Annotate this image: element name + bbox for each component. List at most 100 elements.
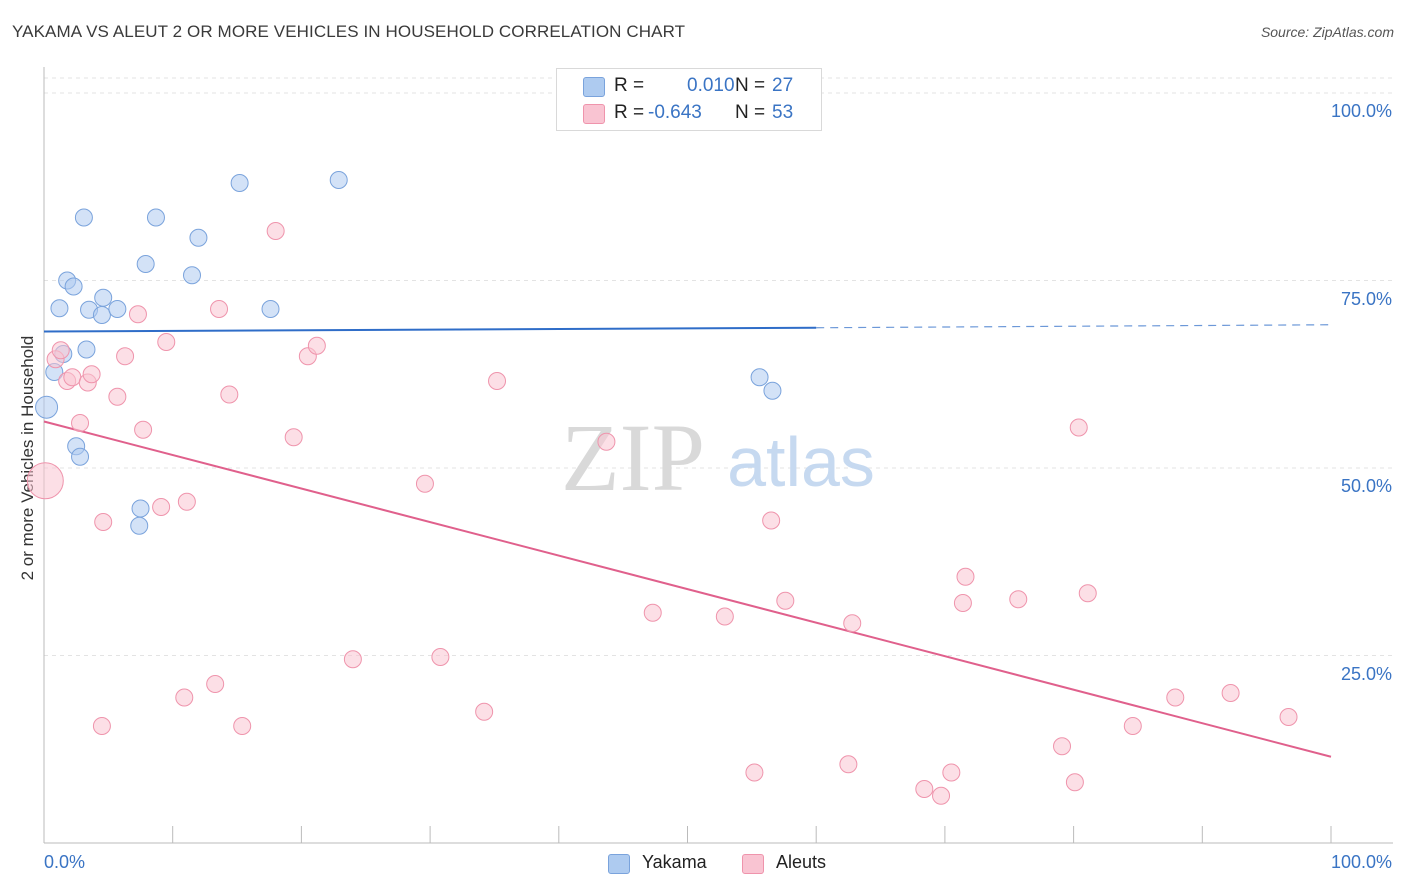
data-point-aleuts	[220, 385, 239, 404]
data-point-aleuts	[116, 347, 135, 366]
data-point-aleuts	[1279, 708, 1298, 726]
data-point-aleuts	[128, 305, 147, 324]
legend-swatch-aleuts	[583, 104, 605, 124]
trend-line-yakama	[43, 326, 817, 333]
correlation-legend: R = 0.010 N = 27 R = -0.643 N = 53	[556, 68, 822, 131]
legend-n-label: N =	[735, 102, 766, 123]
data-point-aleuts	[843, 614, 862, 633]
y-tick-label: 50.0%	[1340, 476, 1392, 496]
data-point-yakama	[763, 381, 782, 400]
data-point-yakama	[329, 171, 348, 189]
data-point-yakama	[108, 300, 127, 318]
data-point-aleuts	[776, 591, 795, 610]
data-point-aleuts	[762, 511, 781, 530]
data-point-aleuts	[1069, 418, 1088, 437]
data-point-aleuts	[1166, 688, 1185, 707]
trend-line-extension-yakama	[816, 324, 1332, 329]
data-point-aleuts	[1221, 684, 1240, 702]
chart-title: YAKAMA VS ALEUT 2 OR MORE VEHICLES IN HO…	[12, 22, 686, 41]
data-point-aleuts	[475, 702, 494, 721]
data-point-aleuts	[82, 365, 101, 384]
x-tick-label-min: 0.0%	[44, 852, 86, 872]
bottom-legend-label: Aleuts	[776, 852, 827, 872]
data-point-aleuts	[157, 333, 176, 351]
data-point-yakama	[230, 174, 249, 192]
data-point-yakama	[35, 395, 59, 419]
data-point-aleuts	[26, 462, 64, 500]
legend-r-label: R =	[614, 102, 645, 123]
data-point-yakama	[136, 255, 155, 273]
data-point-aleuts	[175, 688, 194, 707]
data-point-aleuts	[266, 222, 285, 240]
data-point-aleuts	[597, 432, 616, 451]
data-point-aleuts	[1123, 717, 1142, 735]
data-point-aleuts	[51, 341, 70, 360]
y-tick-label: 100.0%	[1330, 101, 1392, 121]
bottom-legend-label: Yakama	[642, 852, 707, 872]
legend-r-value: 0.010	[687, 75, 735, 96]
axes	[43, 67, 1393, 844]
y-tick-label: 25.0%	[1340, 663, 1392, 684]
watermark-zip: ZIP	[561, 404, 705, 511]
legend-r-label: R =	[614, 75, 645, 96]
data-point-yakama	[750, 368, 769, 387]
data-point-aleuts	[839, 755, 858, 774]
x-tick-label-max: 100.0%	[1330, 852, 1392, 872]
data-point-yakama	[64, 277, 83, 296]
data-point-aleuts	[210, 300, 229, 318]
data-point-yakama	[71, 447, 90, 466]
data-point-aleuts	[1053, 737, 1072, 756]
data-point-yakama	[189, 228, 208, 247]
watermark-atlas: atlas	[727, 423, 875, 501]
data-point-aleuts	[233, 717, 252, 735]
data-point-yakama	[131, 499, 150, 518]
data-point-aleuts	[284, 428, 303, 447]
data-point-yakama	[94, 288, 113, 307]
data-point-aleuts	[206, 675, 225, 693]
data-point-aleuts	[1078, 584, 1097, 603]
legend-n-value: 53	[772, 102, 794, 123]
data-point-yakama	[50, 299, 69, 318]
data-point-aleuts	[953, 594, 972, 612]
data-point-aleuts	[745, 763, 764, 782]
legend-n-label: N =	[735, 75, 766, 96]
data-point-aleuts	[177, 492, 196, 511]
gridlines	[44, 77, 1393, 656]
legend-r-value: -0.643	[648, 102, 702, 123]
data-point-aleuts	[715, 607, 734, 626]
data-point-yakama	[146, 208, 165, 227]
bottom-legend-swatch-aleuts	[742, 854, 764, 874]
data-point-aleuts	[108, 387, 127, 406]
data-point-yakama	[261, 300, 280, 318]
data-point-aleuts	[152, 498, 171, 516]
data-point-yakama	[130, 516, 149, 535]
data-point-yakama	[74, 208, 93, 227]
data-point-yakama	[183, 266, 202, 285]
data-point-aleuts	[1065, 773, 1084, 792]
data-point-aleuts	[1009, 590, 1028, 609]
data-point-aleuts	[932, 786, 951, 805]
data-point-aleuts	[343, 650, 362, 669]
trend-line-aleuts	[43, 420, 1332, 758]
data-point-aleuts	[307, 336, 326, 355]
data-point-aleuts	[92, 717, 111, 735]
data-point-aleuts	[915, 780, 934, 798]
data-point-yakama	[92, 306, 111, 324]
data-point-aleuts	[94, 513, 113, 531]
bottom-legend-swatch-yakama	[608, 854, 630, 874]
trend-lines	[43, 324, 1332, 758]
data-point-aleuts	[488, 372, 507, 390]
data-point-yakama	[77, 340, 96, 359]
source-credit: Source: ZipAtlas.com	[1260, 24, 1394, 40]
data-point-aleuts	[956, 567, 975, 586]
data-point-aleuts	[134, 420, 153, 439]
watermark: ZIP atlas	[561, 404, 875, 511]
legend-swatch-yakama	[583, 77, 605, 97]
data-point-aleuts	[415, 474, 434, 493]
data-points	[26, 171, 1298, 805]
data-point-aleuts	[431, 648, 450, 666]
data-point-aleuts	[942, 763, 961, 782]
data-point-aleuts	[71, 414, 90, 432]
y-tick-label: 75.0%	[1340, 288, 1392, 309]
